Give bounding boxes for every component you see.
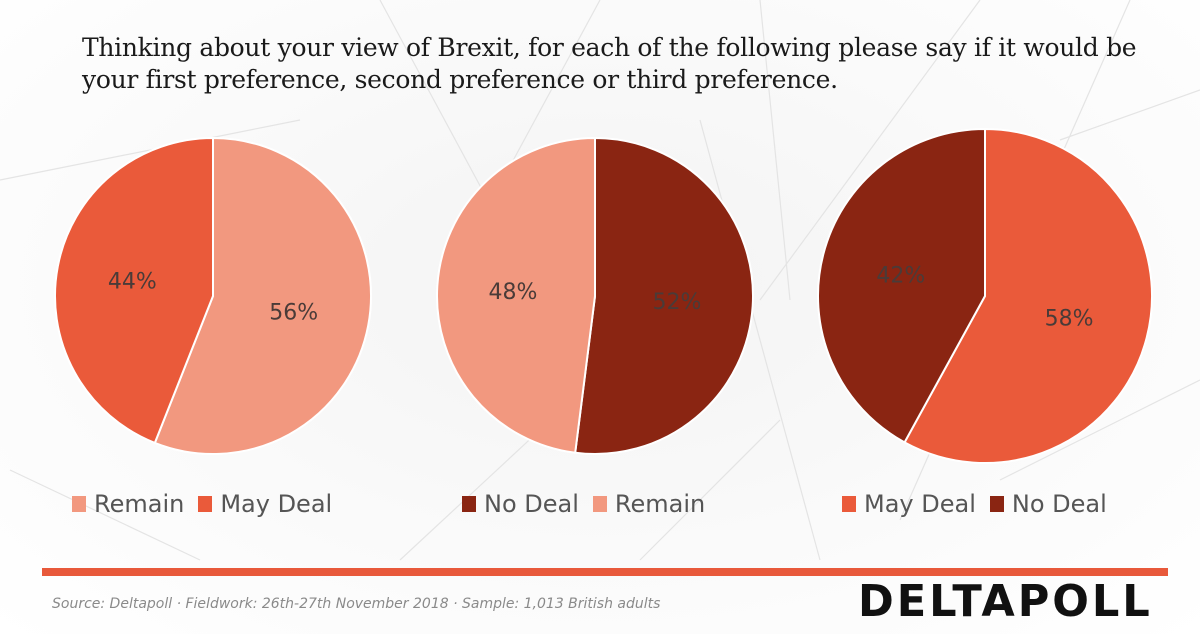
legend-label: May Deal bbox=[220, 490, 333, 518]
pie-slice-no-deal bbox=[574, 136, 754, 455]
legend-item-remain: Remain bbox=[72, 490, 184, 518]
legend-item-remain: Remain bbox=[592, 490, 706, 518]
chart-title: Thinking about your view of Brexit, for … bbox=[82, 33, 1137, 94]
pie-data-label: 58% bbox=[1045, 307, 1094, 332]
legend-swatch bbox=[592, 496, 607, 512]
source-note: Source: Deltapoll · Fieldwork: 26th-27th… bbox=[52, 596, 661, 612]
footer-accent-rule bbox=[42, 568, 1168, 576]
legend-item-may-deal: May Deal bbox=[198, 490, 332, 518]
deltapoll-logo: DELTAPOLL bbox=[858, 576, 1153, 627]
pie-data-label: 56% bbox=[269, 300, 318, 325]
legend-chart-3: May Deal No Deal bbox=[842, 490, 1121, 518]
legend-label: No Deal bbox=[484, 490, 579, 518]
pie-slice-may-deal bbox=[903, 127, 1153, 464]
pie-slice-no-deal bbox=[817, 127, 986, 444]
pie-data-label: 48% bbox=[489, 280, 538, 305]
legend-label: Remain bbox=[614, 490, 706, 518]
legend-item-may-deal: May Deal bbox=[842, 490, 976, 518]
pie-chart-3: 58% 42% bbox=[817, 127, 1153, 464]
pie-slice-remain bbox=[436, 136, 596, 454]
pie-slice-remain bbox=[153, 136, 372, 455]
legend-swatch bbox=[842, 496, 856, 512]
legend-swatch bbox=[989, 496, 1004, 512]
pie-chart-1: 56% 44% bbox=[54, 136, 372, 455]
pie-chart-2: 52% 48% bbox=[436, 136, 754, 455]
legend-chart-2: No Deal Remain bbox=[462, 490, 719, 518]
legend-label: No Deal bbox=[1011, 490, 1107, 518]
pie-data-label: 52% bbox=[653, 290, 702, 315]
legend-swatch bbox=[72, 496, 86, 512]
legend-swatch bbox=[198, 496, 213, 512]
pie-data-label: 42% bbox=[876, 263, 925, 288]
legend-label: May Deal bbox=[864, 490, 976, 518]
legend-item-no-deal: No Deal bbox=[462, 490, 579, 518]
legend-label: Remain bbox=[94, 490, 185, 518]
pie-data-label: 44% bbox=[108, 270, 157, 295]
legend-item-no-deal: No Deal bbox=[989, 490, 1107, 518]
legend-swatch bbox=[462, 496, 476, 512]
legend-chart-1: Remain May Deal bbox=[72, 490, 346, 518]
pie-slice-may-deal bbox=[54, 136, 214, 445]
